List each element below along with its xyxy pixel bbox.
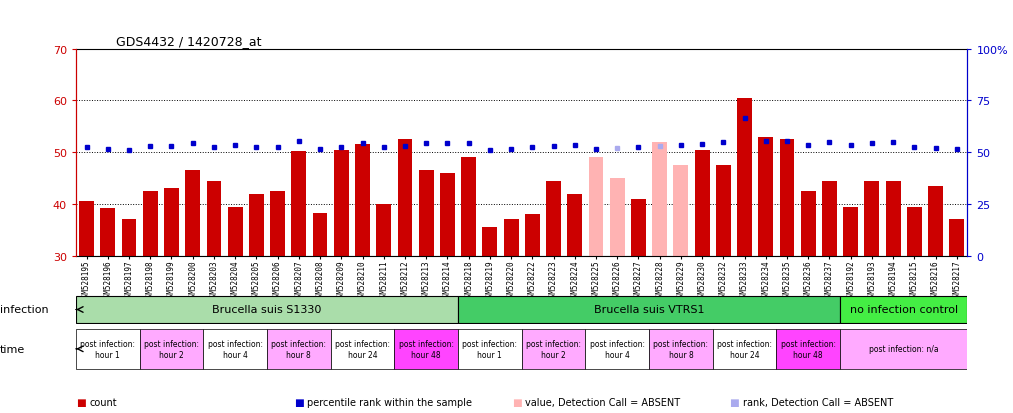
Text: rank, Detection Call = ABSENT: rank, Detection Call = ABSENT	[743, 397, 892, 407]
Text: post infection:
hour 8: post infection: hour 8	[653, 339, 708, 358]
Bar	[759, 137, 773, 411]
Bar	[713, 329, 776, 369]
Bar	[204, 329, 267, 369]
Bar	[458, 329, 522, 369]
Bar	[525, 215, 540, 411]
Bar	[394, 329, 458, 369]
Bar	[270, 192, 285, 411]
Text: ■: ■	[512, 397, 522, 407]
Bar	[397, 140, 412, 411]
Bar	[249, 194, 263, 411]
Bar	[907, 207, 922, 411]
Bar	[267, 329, 330, 369]
Text: ■: ■	[729, 397, 739, 407]
Bar	[143, 192, 158, 411]
Bar	[840, 296, 967, 324]
Text: post infection:
hour 48: post infection: hour 48	[399, 339, 454, 358]
Bar	[843, 207, 858, 411]
Bar	[292, 152, 306, 411]
Bar	[674, 166, 688, 411]
Text: post infection:
hour 1: post infection: hour 1	[462, 339, 518, 358]
Text: post infection:
hour 48: post infection: hour 48	[781, 339, 836, 358]
Text: no infection control: no infection control	[850, 305, 958, 315]
Bar	[801, 192, 815, 411]
Bar	[356, 145, 370, 411]
Bar	[458, 296, 840, 324]
Bar	[776, 329, 840, 369]
Bar	[76, 296, 458, 324]
Text: ■: ■	[76, 397, 86, 407]
Bar	[737, 99, 752, 411]
Text: post infection:
hour 1: post infection: hour 1	[80, 339, 136, 358]
Text: ■: ■	[294, 397, 304, 407]
Bar	[885, 181, 901, 411]
Bar	[140, 329, 204, 369]
Bar	[610, 178, 625, 411]
Bar	[482, 228, 497, 411]
Bar	[164, 189, 179, 411]
Text: percentile rank within the sample: percentile rank within the sample	[307, 397, 472, 407]
Text: count: count	[89, 397, 116, 407]
Bar	[586, 329, 649, 369]
Bar	[652, 142, 668, 411]
Bar	[949, 220, 964, 411]
Text: GDS4432 / 1420728_at: GDS4432 / 1420728_at	[116, 35, 262, 47]
Bar	[503, 220, 519, 411]
Bar	[185, 171, 201, 411]
Text: post infection:
hour 24: post infection: hour 24	[335, 339, 390, 358]
Bar	[649, 329, 713, 369]
Bar	[376, 204, 391, 411]
Text: Brucella suis S1330: Brucella suis S1330	[213, 305, 322, 315]
Text: value, Detection Call = ABSENT: value, Detection Call = ABSENT	[525, 397, 680, 407]
Bar	[313, 214, 327, 411]
Bar	[928, 186, 943, 411]
Bar	[716, 166, 730, 411]
Bar	[440, 173, 455, 411]
Bar	[330, 329, 394, 369]
Text: post infection:
hour 2: post infection: hour 2	[144, 339, 199, 358]
Bar	[79, 202, 94, 411]
Bar	[418, 171, 434, 411]
Bar	[228, 207, 242, 411]
Bar	[567, 194, 582, 411]
Text: Brucella suis VTRS1: Brucella suis VTRS1	[594, 305, 704, 315]
Bar	[461, 158, 476, 411]
Bar	[695, 150, 709, 411]
Text: post infection:
hour 8: post infection: hour 8	[271, 339, 326, 358]
Bar	[840, 329, 967, 369]
Bar	[780, 140, 794, 411]
Bar	[589, 158, 604, 411]
Bar	[522, 329, 586, 369]
Text: time: time	[0, 344, 25, 354]
Bar	[631, 199, 646, 411]
Text: infection: infection	[0, 305, 49, 315]
Text: post infection:
hour 24: post infection: hour 24	[717, 339, 772, 358]
Text: post infection:
hour 2: post infection: hour 2	[526, 339, 581, 358]
Bar	[122, 220, 137, 411]
Bar	[546, 181, 561, 411]
Text: post infection:
hour 4: post infection: hour 4	[590, 339, 644, 358]
Text: post infection: n/a: post infection: n/a	[869, 344, 939, 354]
Bar	[207, 181, 222, 411]
Bar	[864, 181, 879, 411]
Bar	[100, 209, 115, 411]
Text: post infection:
hour 4: post infection: hour 4	[208, 339, 262, 358]
Bar	[76, 329, 140, 369]
Bar	[334, 150, 348, 411]
Bar	[822, 181, 837, 411]
